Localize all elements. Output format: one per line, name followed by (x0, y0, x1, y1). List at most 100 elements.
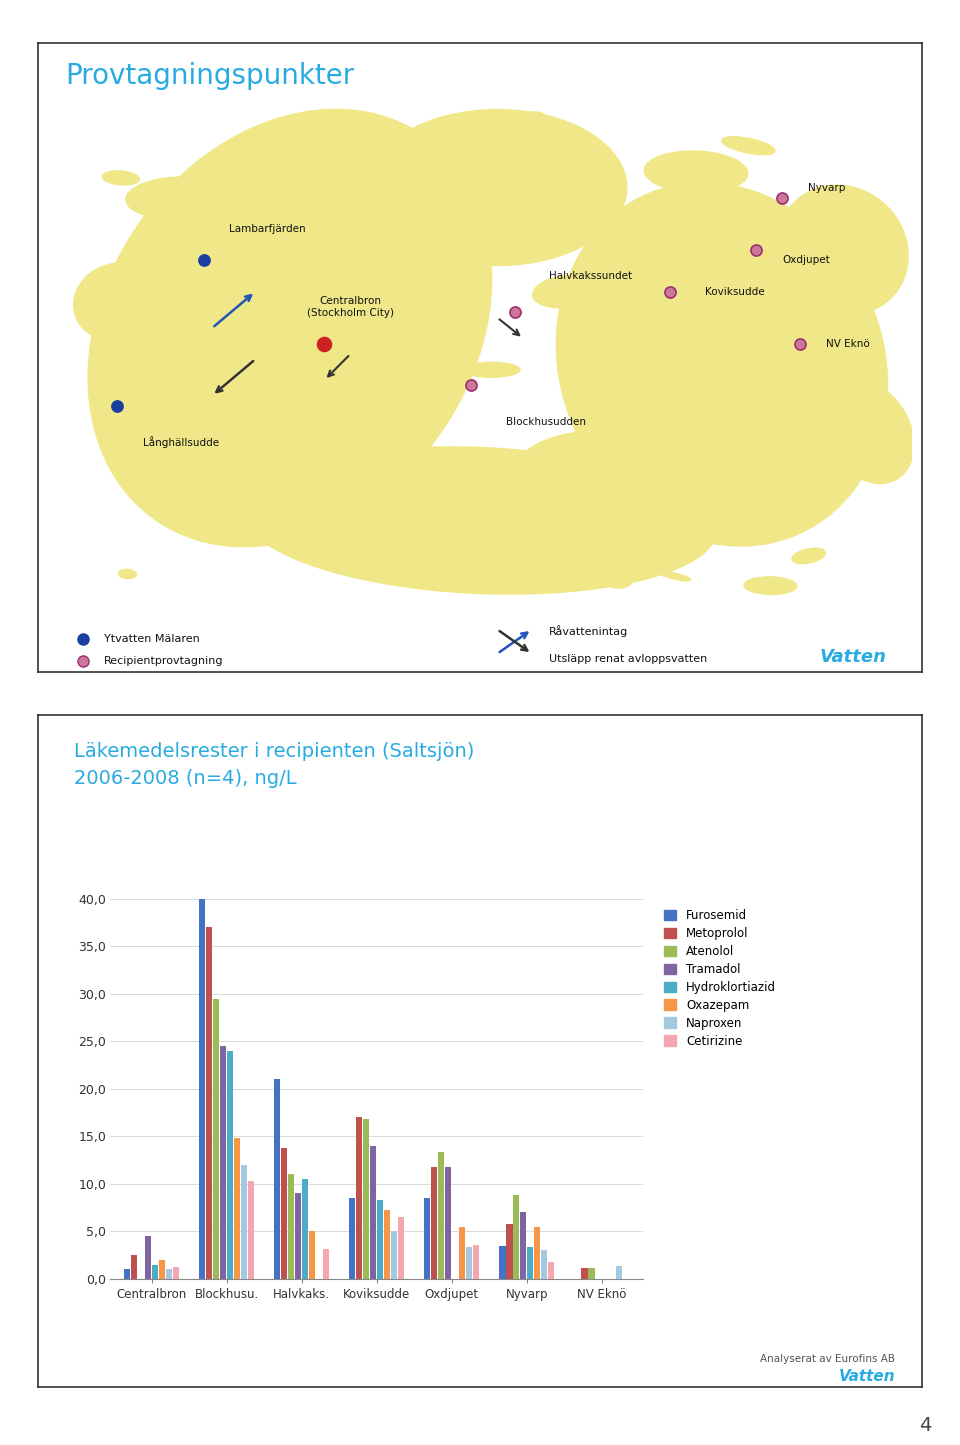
Ellipse shape (792, 548, 826, 564)
Text: NV Eknö: NV Eknö (826, 338, 870, 348)
Bar (234, 1139, 240, 1279)
Bar (152, 1264, 158, 1279)
Bar (588, 1269, 594, 1279)
Bar (241, 1165, 248, 1279)
Bar (384, 1211, 391, 1279)
Ellipse shape (386, 231, 470, 269)
Bar (166, 1269, 172, 1279)
Ellipse shape (722, 137, 775, 155)
Ellipse shape (776, 204, 827, 223)
Bar (514, 1195, 519, 1279)
Text: Blockhusudden: Blockhusudden (506, 416, 586, 426)
Ellipse shape (433, 288, 473, 301)
Ellipse shape (88, 110, 492, 546)
Bar (302, 1179, 308, 1279)
Text: Långhällsudde: Långhällsudde (143, 436, 219, 448)
Ellipse shape (673, 153, 700, 172)
Bar (132, 1256, 137, 1279)
Bar (248, 1181, 254, 1279)
Bar (324, 1250, 329, 1279)
Bar (124, 1269, 131, 1279)
Bar (473, 1244, 479, 1279)
Bar (445, 1166, 451, 1279)
Ellipse shape (237, 406, 257, 423)
Text: Läkemedelsrester i recipienten (Saltsjön)
2006-2008 (n=4), ng/L: Läkemedelsrester i recipienten (Saltsjön… (74, 743, 474, 788)
Bar (309, 1231, 315, 1279)
Text: 4: 4 (919, 1416, 931, 1435)
Bar (582, 1269, 588, 1279)
Bar (349, 1198, 355, 1279)
Ellipse shape (362, 302, 382, 314)
Ellipse shape (230, 156, 283, 163)
Ellipse shape (251, 491, 283, 500)
Ellipse shape (468, 468, 487, 477)
Ellipse shape (606, 315, 665, 341)
Ellipse shape (103, 171, 139, 185)
Text: Halvkakssundet: Halvkakssundet (549, 272, 633, 280)
Bar (173, 1267, 180, 1279)
Ellipse shape (276, 143, 425, 201)
Bar (431, 1166, 438, 1279)
Ellipse shape (644, 152, 748, 192)
Bar (281, 1147, 287, 1279)
Ellipse shape (266, 390, 289, 409)
Ellipse shape (191, 195, 225, 217)
Ellipse shape (118, 569, 136, 578)
Ellipse shape (649, 538, 687, 553)
Legend: Furosemid, Metoprolol, Atenolol, Tramadol, Hydroklortiazid, Oxazepam, Naproxen, : Furosemid, Metoprolol, Atenolol, Tramado… (663, 909, 776, 1048)
Text: Centralbron
(Stockholm City): Centralbron (Stockholm City) (307, 296, 395, 318)
Ellipse shape (588, 438, 639, 457)
Ellipse shape (313, 452, 341, 464)
Text: Råvattenintag: Råvattenintag (549, 624, 629, 637)
Text: Vatten: Vatten (838, 1368, 895, 1384)
Bar (363, 1120, 370, 1279)
Bar (159, 1260, 165, 1279)
Ellipse shape (665, 202, 688, 215)
Bar (220, 1046, 227, 1279)
Bar (275, 1079, 280, 1279)
Ellipse shape (651, 306, 686, 325)
Ellipse shape (368, 110, 627, 266)
Text: Nyvarp: Nyvarp (808, 182, 846, 192)
Text: Lambarfjärden: Lambarfjärden (229, 224, 306, 234)
Text: Ytvatten Mälaren: Ytvatten Mälaren (105, 633, 200, 643)
Ellipse shape (335, 306, 382, 316)
Ellipse shape (419, 121, 455, 137)
Text: Recipientprovtagning: Recipientprovtagning (105, 656, 224, 666)
Bar (200, 899, 205, 1279)
Bar (520, 1212, 526, 1279)
Ellipse shape (660, 572, 691, 581)
Ellipse shape (498, 113, 545, 131)
Ellipse shape (222, 147, 260, 160)
Ellipse shape (778, 185, 908, 315)
Ellipse shape (744, 577, 797, 594)
Ellipse shape (552, 163, 602, 173)
Text: Koviksudde: Koviksudde (705, 286, 764, 296)
Bar (548, 1261, 554, 1279)
Ellipse shape (463, 363, 520, 377)
Ellipse shape (520, 431, 647, 486)
Bar (467, 1247, 472, 1279)
Bar (213, 998, 219, 1279)
Ellipse shape (533, 276, 600, 308)
Ellipse shape (824, 380, 914, 484)
Ellipse shape (228, 315, 247, 329)
Bar (439, 1153, 444, 1279)
Bar (506, 1224, 513, 1279)
Ellipse shape (556, 184, 888, 546)
Bar (145, 1235, 152, 1279)
Ellipse shape (387, 221, 436, 240)
Ellipse shape (74, 263, 160, 341)
Ellipse shape (827, 273, 860, 288)
Bar (206, 928, 212, 1279)
Ellipse shape (126, 178, 229, 218)
Bar (377, 1199, 383, 1279)
Text: Provtagningspunkter: Provtagningspunkter (65, 62, 354, 90)
Bar (398, 1217, 404, 1279)
Bar (356, 1117, 363, 1279)
Bar (499, 1246, 506, 1279)
Bar (424, 1198, 430, 1279)
Ellipse shape (444, 302, 485, 318)
Ellipse shape (814, 314, 843, 325)
Bar (288, 1175, 295, 1279)
